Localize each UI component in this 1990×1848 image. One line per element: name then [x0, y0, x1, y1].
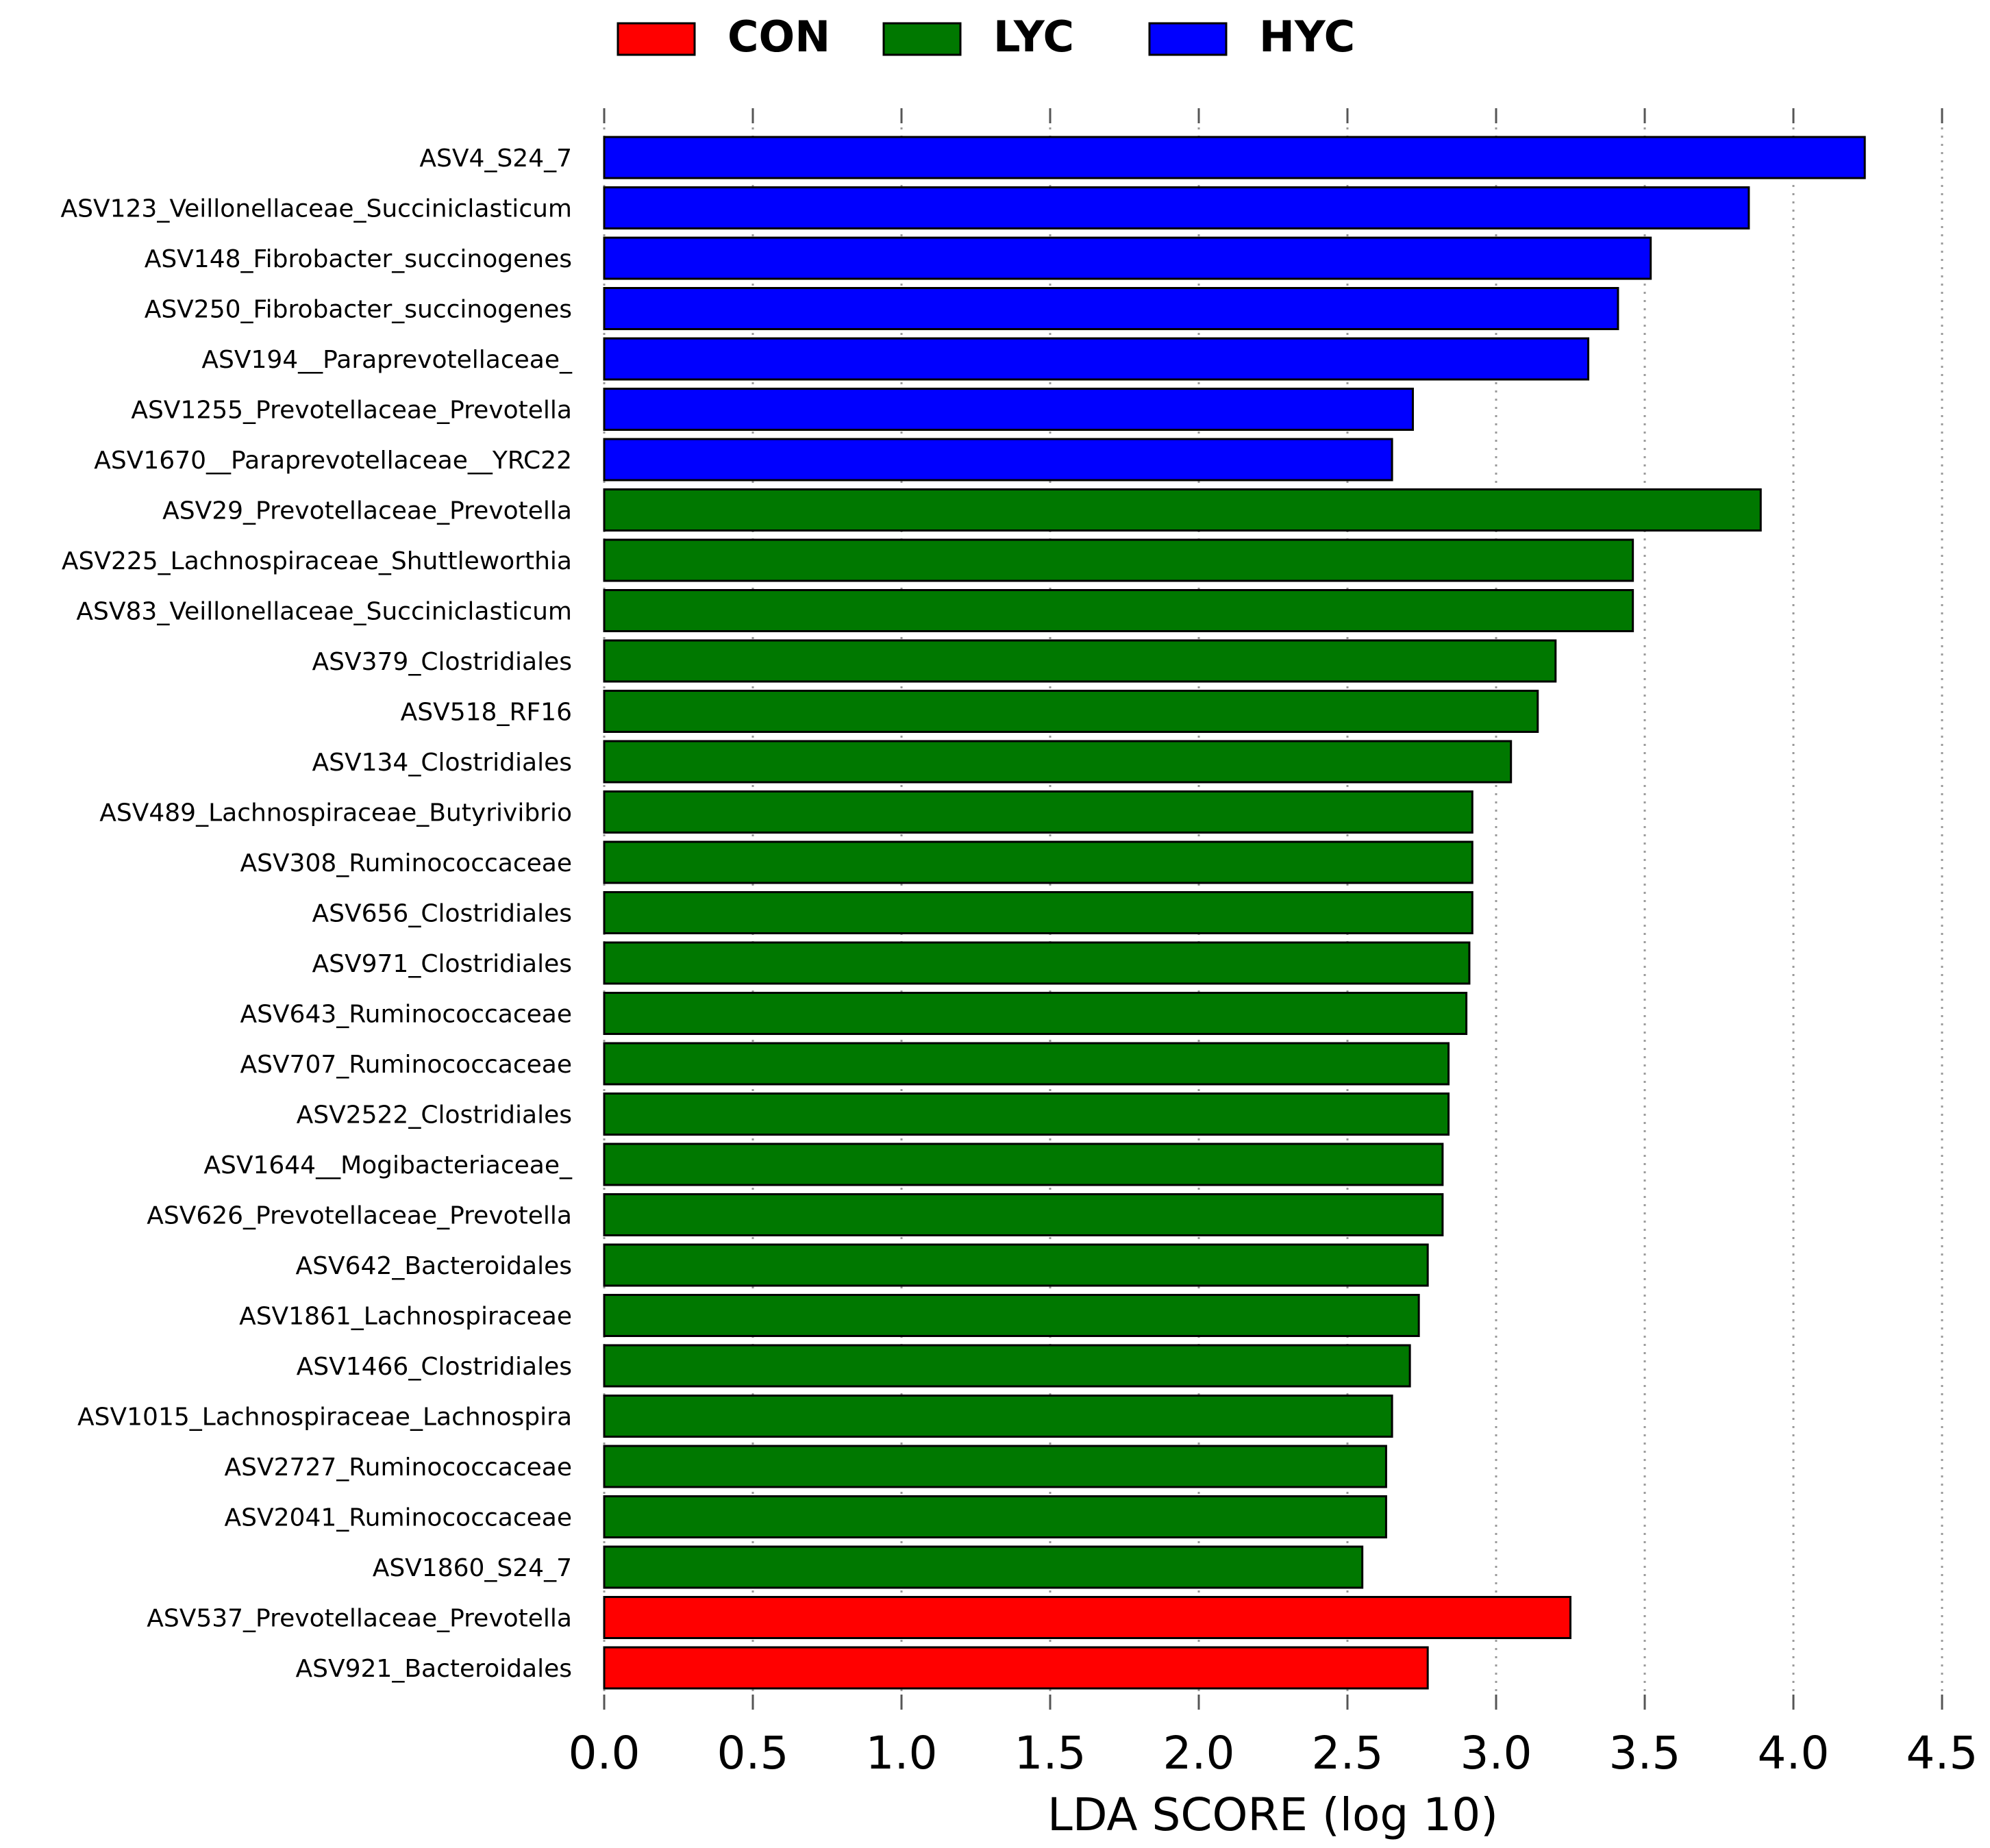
category-label: ASV134_Clostridiales [312, 749, 572, 777]
x-tick-label: 2.0 [1163, 1727, 1235, 1780]
bar-asv626-prevotellaceae-prevotella [603, 1193, 1444, 1236]
bar-asv1466-clostridiales [603, 1344, 1411, 1388]
bar-asv1860-s24-7 [603, 1545, 1364, 1589]
bar-asv29-prevotellaceae-prevotella [603, 488, 1762, 532]
legend-label-hyc: HYC [1259, 12, 1355, 62]
category-label: ASV626_Prevotellaceae_Prevotella [147, 1202, 572, 1230]
category-label: ASV489_Lachnospiraceae_Butyrivibrio [99, 799, 572, 827]
bar-asv194-paraprevotellaceae [603, 337, 1590, 381]
x-tick-label: 3.5 [1609, 1727, 1681, 1780]
bar-asv2727-ruminococcaceae [603, 1445, 1387, 1488]
category-label: ASV656_Clostridiales [312, 900, 572, 928]
bar-asv707-ruminococcaceae [603, 1042, 1450, 1086]
bar-asv2522-clostridiales [603, 1092, 1450, 1136]
x-tick-label: 4.0 [1758, 1727, 1830, 1780]
bar-asv643-ruminococcaceae [603, 992, 1468, 1035]
bar-asv2041-ruminococcaceae [603, 1495, 1387, 1538]
bar-asv225-lachnospiraceae-shuttleworthia [603, 538, 1634, 582]
category-label: ASV921_Bacteroidales [296, 1655, 573, 1683]
bar-asv1015-lachnospiraceae-lachnospira [603, 1395, 1393, 1438]
category-label: ASV250_Fibrobacter_succinogenes [145, 296, 572, 324]
category-label: ASV308_Ruminococcaceae [240, 849, 572, 877]
legend: CON LYC HYC [617, 12, 1355, 62]
bar-asv1861-lachnospiraceae [603, 1294, 1420, 1337]
category-labels: ASV4_S24_7 ASV123_Veillonellaceae_Succini… [61, 145, 573, 1683]
legend-label-con: CON [727, 12, 830, 62]
category-label: ASV4_S24_7 [419, 145, 572, 173]
category-label: ASV1861_Lachnospiraceae [239, 1303, 572, 1331]
category-label: ASV123_Veillonellaceae_Succiniclasticum [61, 195, 573, 223]
category-label: ASV2727_Ruminococcaceae [225, 1453, 572, 1482]
category-label: ASV148_Fibrobacter_succinogenes [145, 245, 572, 273]
category-label: ASV537_Prevotellaceae_Prevotella [147, 1605, 572, 1633]
bar-asv4-s24-7 [603, 136, 1866, 179]
bar-asv1644-mogibacteriaceae [603, 1142, 1444, 1186]
category-label: ASV1644__Mogibacteriaceae_ [203, 1151, 573, 1179]
bar-asv1255-prevotellaceae-prevotella [603, 388, 1414, 431]
bar-asv379-clostridiales [603, 639, 1557, 683]
category-label: ASV1670__Paraprevotellaceae__YRC22 [94, 447, 572, 475]
bar-asv537-prevotellaceae-prevotella [603, 1596, 1571, 1639]
category-label: ASV642_Bacteroidales [296, 1252, 573, 1280]
category-label: ASV83_Veillonellaceae_Succiniclasticum [76, 598, 572, 626]
bar-asv489-lachnospiraceae-butyrivibrio [603, 790, 1473, 834]
bar-asv83-veillonellaceae-succiniclasticum [603, 589, 1634, 632]
category-label: ASV643_Ruminococcaceae [240, 1001, 572, 1029]
legend-label-lyc: LYC [993, 12, 1074, 62]
category-label: ASV2041_Ruminococcaceae [225, 1504, 572, 1532]
legend-swatch-lyc [882, 22, 962, 56]
category-label: ASV518_RF16 [401, 699, 572, 727]
bar-asv134-clostridiales [603, 740, 1513, 784]
category-label: ASV707_Ruminococcaceae [240, 1051, 572, 1079]
category-label: ASV379_Clostridiales [312, 648, 572, 676]
category-label: ASV29_Prevotellaceae_Prevotella [162, 497, 572, 525]
x-tick-label: 1.0 [866, 1727, 938, 1780]
legend-swatch-con [617, 22, 696, 56]
bar-asv148-fibrobacter-succinogenes [603, 236, 1652, 280]
category-label: ASV194__Paraprevotellaceae_ [201, 346, 573, 374]
bar-asv656-clostridiales [603, 891, 1473, 934]
bar-asv518-rf16 [603, 690, 1539, 733]
x-axis: 0.0 0.5 1.0 1.5 2.0 2.5 3.0 3.5 4.0 4.5 [569, 108, 1978, 1780]
category-label: ASV2522_Clostridiales [297, 1101, 572, 1129]
bar-asv308-ruminococcaceae [603, 840, 1473, 884]
x-tick-label: 4.5 [1906, 1727, 1978, 1780]
bar-asv1670-paraprevotellaceae-yrc22 [603, 438, 1393, 482]
x-tick-label: 3.0 [1460, 1727, 1532, 1780]
bar-asv250-fibrobacter-succinogenes [603, 287, 1619, 330]
bar-asv971-clostridiales [603, 941, 1471, 985]
category-label: ASV1255_Prevotellaceae_Prevotella [131, 397, 572, 425]
bars [603, 136, 1866, 1690]
bar-asv123-veillonellaceae-succiniclasticum [603, 186, 1750, 229]
category-label: ASV971_Clostridiales [312, 950, 572, 978]
category-label: ASV225_Lachnospiraceae_Shuttleworthia [62, 547, 572, 575]
category-label: ASV1015_Lachnospiraceae_Lachnospira [77, 1403, 572, 1432]
category-label: ASV1860_S24_7 [373, 1554, 572, 1582]
x-tick-label: 0.5 [717, 1727, 789, 1780]
category-label: ASV1466_Clostridiales [297, 1353, 572, 1381]
bar-asv642-bacteroidales [603, 1243, 1429, 1287]
x-tick-label: 0.0 [569, 1727, 640, 1780]
x-tick-label: 1.5 [1015, 1727, 1086, 1780]
x-tick-label: 2.5 [1312, 1727, 1384, 1780]
legend-swatch-hyc [1148, 22, 1228, 56]
x-axis-title: LDA SCORE (log 10) [1047, 1788, 1498, 1841]
bar-asv921-bacteroidales [603, 1646, 1429, 1690]
